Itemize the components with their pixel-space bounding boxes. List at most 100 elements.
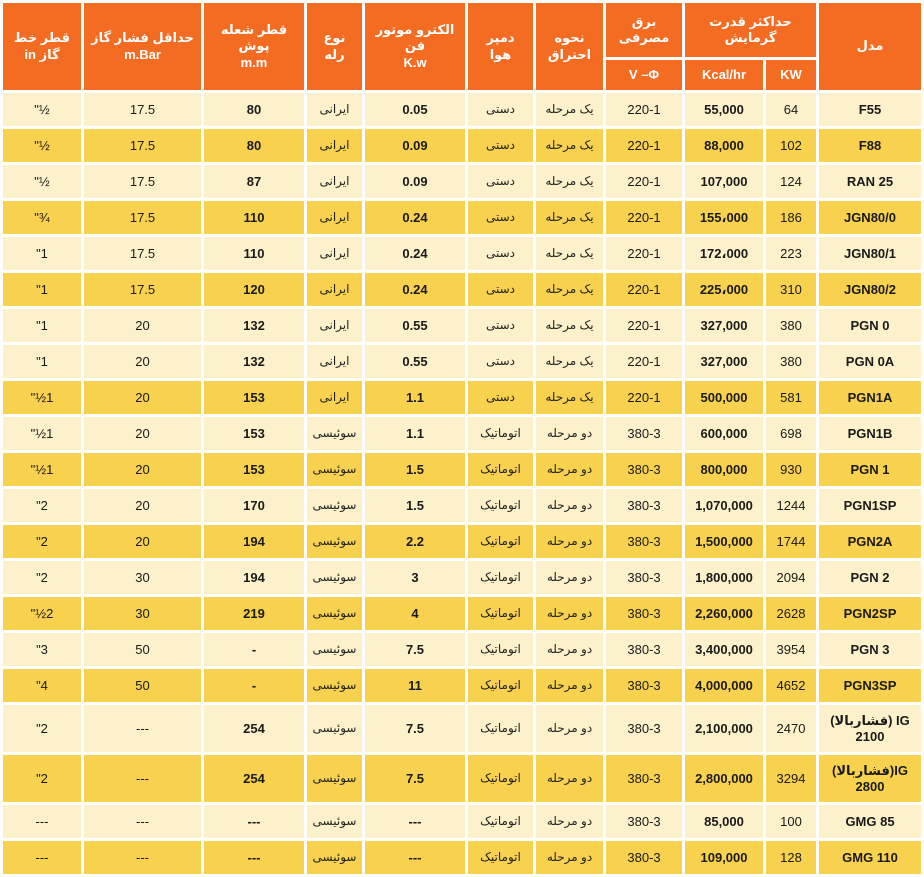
table-row: RAN 25 124 107,000 220-1 یک مرحله دستی 0.09 ایر…: [3, 165, 921, 198]
cell-kw: 64: [766, 93, 816, 126]
cell-voltage-phase: 380-3: [606, 805, 682, 838]
cell-kcal-per-hr: 2,800,000: [685, 755, 763, 802]
cell-model: PGN1A: [819, 381, 921, 414]
cell-fan-motor-kw: 3: [365, 561, 465, 594]
table-row: PGN2SP 2628 2,260,000 380-3 دو مرحله اتوماتیک…: [3, 597, 921, 630]
cell-combustion: یک مرحله: [536, 273, 603, 306]
cell-model: PGN 3: [819, 633, 921, 666]
table-row: JGN80/2 310 225،000 220-1 یک مرحله دستی 0.24 ای…: [3, 273, 921, 306]
cell-combustion: دو مرحله: [536, 453, 603, 486]
cell-gas-line: "2: [3, 489, 81, 522]
cell-fan-motor-kw: 1.1: [365, 381, 465, 414]
cell-fan-motor-kw: 0.55: [365, 309, 465, 342]
cell-air-damper: دستی: [468, 165, 533, 198]
cell-kw: 581: [766, 381, 816, 414]
cell-gas-line: "1: [3, 345, 81, 378]
cell-flame-diameter: 254: [204, 755, 304, 802]
cell-flame-diameter: 110: [204, 201, 304, 234]
cell-kw: 223: [766, 237, 816, 270]
cell-relay-type: سوئیسی: [307, 841, 362, 874]
cell-voltage-phase: 220-1: [606, 165, 682, 198]
cell-kcal-per-hr: 107,000: [685, 165, 763, 198]
cell-kw: 102: [766, 129, 816, 162]
cell-kw: 2628: [766, 597, 816, 630]
cell-relay-type: ایرانی: [307, 201, 362, 234]
cell-voltage-phase: 380-3: [606, 453, 682, 486]
cell-min-pressure: 20: [84, 453, 201, 486]
cell-min-pressure: 20: [84, 309, 201, 342]
cell-fan-motor-kw: 0.55: [365, 345, 465, 378]
cell-voltage-phase: 220-1: [606, 273, 682, 306]
cell-gas-line: "½1: [3, 453, 81, 486]
cell-gas-line: "½: [3, 165, 81, 198]
cell-relay-type: ایرانی: [307, 273, 362, 306]
cell-min-pressure: 17.5: [84, 273, 201, 306]
cell-flame-diameter: 153: [204, 381, 304, 414]
cell-model-line2: 2100: [855, 728, 885, 744]
cell-kw: 1744: [766, 525, 816, 558]
cell-flame-diameter: ---: [204, 841, 304, 874]
cell-relay-type: سوئیسی: [307, 417, 362, 450]
cell-voltage-phase: 380-3: [606, 841, 682, 874]
cell-min-pressure: 20: [84, 489, 201, 522]
cell-gas-line: ---: [3, 805, 81, 838]
cell-kcal-per-hr: 327,000: [685, 345, 763, 378]
cell-combustion: یک مرحله: [536, 237, 603, 270]
cell-kcal-per-hr: 1,500,000: [685, 525, 763, 558]
cell-flame-diameter: 194: [204, 525, 304, 558]
cell-kw: 4652: [766, 669, 816, 702]
table-row: PGN 0 380 327,000 220-1 یک مرحله دستی 0.55 ایرا…: [3, 309, 921, 342]
cell-kw: 380: [766, 309, 816, 342]
cell-fan-motor-kw: 7.5: [365, 633, 465, 666]
cell-kcal-per-hr: 3,400,000: [685, 633, 763, 666]
table-row: PGN1SP 1244 1,070,000 380-3 دو مرحله اتوماتیک…: [3, 489, 921, 522]
cell-kcal-per-hr: 55,000: [685, 93, 763, 126]
cell-kw: 186: [766, 201, 816, 234]
cell-min-pressure: 50: [84, 669, 201, 702]
cell-air-damper: دستی: [468, 237, 533, 270]
cell-flame-diameter: 80: [204, 129, 304, 162]
cell-fan-motor-kw: ---: [365, 805, 465, 838]
cell-kcal-per-hr: 1,800,000: [685, 561, 763, 594]
cell-kw: 3294: [766, 755, 816, 802]
cell-fan-motor-kw: 1.1: [365, 417, 465, 450]
header-voltage-phase-unit: V –Φ: [606, 60, 682, 90]
cell-model: JGN80/2: [819, 273, 921, 306]
cell-model: IG(فشاربالا) 2800: [819, 755, 921, 802]
cell-combustion: دو مرحله: [536, 561, 603, 594]
cell-gas-line: "2: [3, 525, 81, 558]
table-row: JGN80/0 186 155،000 220-1 یک مرحله دستی 0.24 ای…: [3, 201, 921, 234]
cell-kcal-per-hr: 500,000: [685, 381, 763, 414]
cell-kw: 930: [766, 453, 816, 486]
cell-flame-diameter: ---: [204, 805, 304, 838]
cell-combustion: دو مرحله: [536, 633, 603, 666]
cell-min-pressure: ---: [84, 755, 201, 802]
cell-air-damper: اتوماتیک: [468, 525, 533, 558]
header-min-gas-pressure: حداقل فشار گاز m.Bar: [84, 3, 201, 90]
cell-min-pressure: 17.5: [84, 165, 201, 198]
cell-flame-diameter: -: [204, 633, 304, 666]
cell-combustion: یک مرحله: [536, 345, 603, 378]
header-power-supply: برق مصرفی: [606, 3, 682, 57]
table-row: GMG 85 100 85,000 380-3 دو مرحله اتوماتیک --- س…: [3, 805, 921, 838]
cell-kw: 380: [766, 345, 816, 378]
cell-kw: 3954: [766, 633, 816, 666]
cell-air-damper: دستی: [468, 93, 533, 126]
cell-min-pressure: 17.5: [84, 93, 201, 126]
cell-min-pressure: 20: [84, 525, 201, 558]
cell-min-pressure: 17.5: [84, 201, 201, 234]
cell-relay-type: سوئیسی: [307, 489, 362, 522]
cell-combustion: دو مرحله: [536, 705, 603, 752]
table-row: JGN80/1 223 172،000 220-1 یک مرحله دستی 0.24 ای…: [3, 237, 921, 270]
table-header: مدل حداکثر قدرت گرمایش برق مصرفی نحوه اح…: [3, 3, 921, 90]
cell-combustion: دو مرحله: [536, 417, 603, 450]
cell-min-pressure: 20: [84, 345, 201, 378]
cell-voltage-phase: 380-3: [606, 755, 682, 802]
cell-voltage-phase: 380-3: [606, 561, 682, 594]
cell-air-damper: دستی: [468, 201, 533, 234]
cell-combustion: یک مرحله: [536, 165, 603, 198]
cell-voltage-phase: 380-3: [606, 597, 682, 630]
cell-model: F55: [819, 93, 921, 126]
cell-kw: 310: [766, 273, 816, 306]
